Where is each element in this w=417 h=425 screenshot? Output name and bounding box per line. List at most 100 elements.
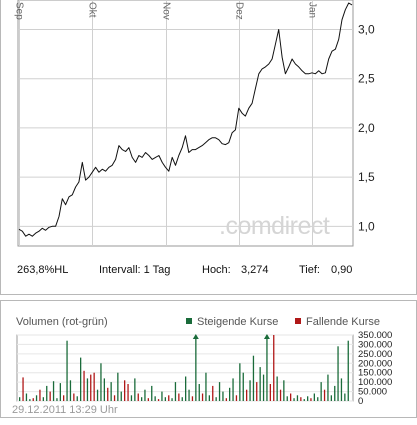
price-x-tick-label: Sep: [14, 2, 25, 20]
volume-bar: [130, 395, 133, 401]
price-y-tick-label: 2,0: [358, 121, 375, 135]
volume-bar: [49, 391, 51, 401]
volume-bar: [96, 389, 99, 401]
volume-y-tick-label: 350.000: [358, 330, 392, 341]
volume-bar: [286, 396, 288, 401]
volume-bar: [188, 389, 190, 401]
legend-rising: Steigende Kurse: [186, 316, 278, 328]
price-line: [18, 2, 353, 237]
volume-bar: [157, 399, 160, 401]
volume-bar: [235, 395, 238, 401]
volume-bar: [161, 391, 163, 401]
volume-bar: [25, 393, 28, 401]
volume-y-tick-label: 150.000: [358, 368, 392, 379]
low-label: Tief:: [299, 264, 320, 276]
volume-bar: [340, 378, 343, 401]
volume-bar: [127, 384, 129, 401]
comdirect-watermark: .comdirect: [219, 212, 330, 240]
volume-bar: [232, 378, 234, 401]
volume-bar: [279, 389, 282, 401]
volume-bar: [147, 398, 149, 401]
volume-bar: [212, 385, 214, 401]
timestamp: 29.12.2011 13:29 Uhr: [12, 404, 118, 416]
volume-bar: [56, 398, 58, 401]
volume-bar: [313, 393, 315, 401]
volume-bar: [22, 377, 24, 401]
volume-bar: [249, 380, 251, 401]
price-x-tick-label: Dez: [234, 2, 245, 20]
price-x-tick-label: Nov: [161, 2, 172, 20]
volume-bar: [323, 389, 326, 401]
volume-bar: [269, 384, 271, 401]
volume-bar: [29, 399, 31, 401]
volume-bar: [246, 389, 248, 401]
volume-y-tick-label: 50.000: [358, 387, 387, 398]
volume-bar: [273, 335, 275, 401]
volume-bar: [208, 395, 210, 401]
volume-bar: [252, 355, 255, 401]
volume-bar: [59, 383, 61, 401]
volume-bar: [296, 395, 299, 401]
price-y-tick-label: 1,5: [358, 170, 375, 184]
volume-y-tick-label: 250.000: [358, 349, 392, 360]
volume-bar: [222, 391, 224, 401]
volume-bar: [191, 396, 194, 401]
volume-bar: [327, 374, 329, 401]
volume-bar: [344, 393, 346, 401]
volume-bar: [307, 396, 309, 401]
volume-title: Volumen (rot-grün): [16, 316, 108, 328]
volume-bar: [174, 382, 177, 401]
volume-bar: [276, 376, 278, 401]
price-y-tick-label: 2,5: [358, 72, 375, 86]
volume-bar: [290, 393, 292, 401]
volume-bar: [66, 340, 68, 401]
volume-bar: [73, 393, 75, 401]
volume-bar: [168, 395, 170, 401]
volume-bar: [283, 380, 285, 401]
volume-bar: [103, 378, 105, 401]
volume-bar: [69, 380, 72, 401]
volume-bar: [124, 380, 126, 401]
volume-bar: [137, 393, 139, 401]
legend-rising-label: Steigende Kurse: [197, 316, 279, 328]
interval-stat: Intervall: 1 Tag: [99, 264, 171, 276]
volume-bar: [178, 393, 180, 401]
volume-bar: [83, 370, 85, 401]
price-grid: [17, 0, 354, 247]
price-x-tick-label: Okt: [87, 2, 98, 18]
volume-y-tick-label: 0: [358, 396, 363, 407]
price-chart: .comdirect 1,0 1,5 2,0 2,5 3,0 Sep Okt Nov Dez Ja…: [14, 0, 375, 247]
volume-bar: [205, 372, 207, 401]
volume-bar: [171, 398, 173, 401]
volume-bar: [42, 397, 44, 401]
volume-bar: [80, 357, 82, 401]
high-value: 3,274: [241, 264, 269, 276]
volume-bar: [259, 367, 261, 401]
volume-bar: [107, 387, 109, 401]
volume-bar: [266, 335, 268, 401]
volume-bar: [334, 385, 336, 401]
volume-bar: [181, 397, 183, 401]
volume-bar: [347, 340, 349, 401]
legend-falling-label: Fallende Kurse: [306, 316, 380, 328]
price-x-tick-label: Jan: [307, 2, 318, 18]
volume-overflow-arrow: [192, 334, 199, 339]
volume-bar: [303, 399, 305, 401]
volume-bar: [225, 398, 227, 401]
volume-bar: [330, 395, 332, 401]
performance-stat: 263,8%HL: [17, 264, 69, 276]
volume-bar: [134, 378, 136, 401]
volume-bar: [110, 382, 112, 401]
volume-bar: [317, 397, 319, 401]
volume-bar: [19, 397, 21, 401]
volume-bar: [90, 374, 92, 401]
volume-bar: [63, 395, 65, 401]
price-plot-frame: [17, 0, 354, 247]
volume-overflow-arrow: [263, 334, 270, 339]
volume-bar: [195, 335, 197, 401]
volume-chart-panel: 350.000 300.000 250.000 200.000 150.000 100.0…: [0, 300, 417, 418]
volume-bar: [300, 397, 302, 401]
volume-bar: [151, 385, 153, 401]
volume-bar: [52, 381, 55, 401]
volume-bar: [310, 398, 312, 401]
